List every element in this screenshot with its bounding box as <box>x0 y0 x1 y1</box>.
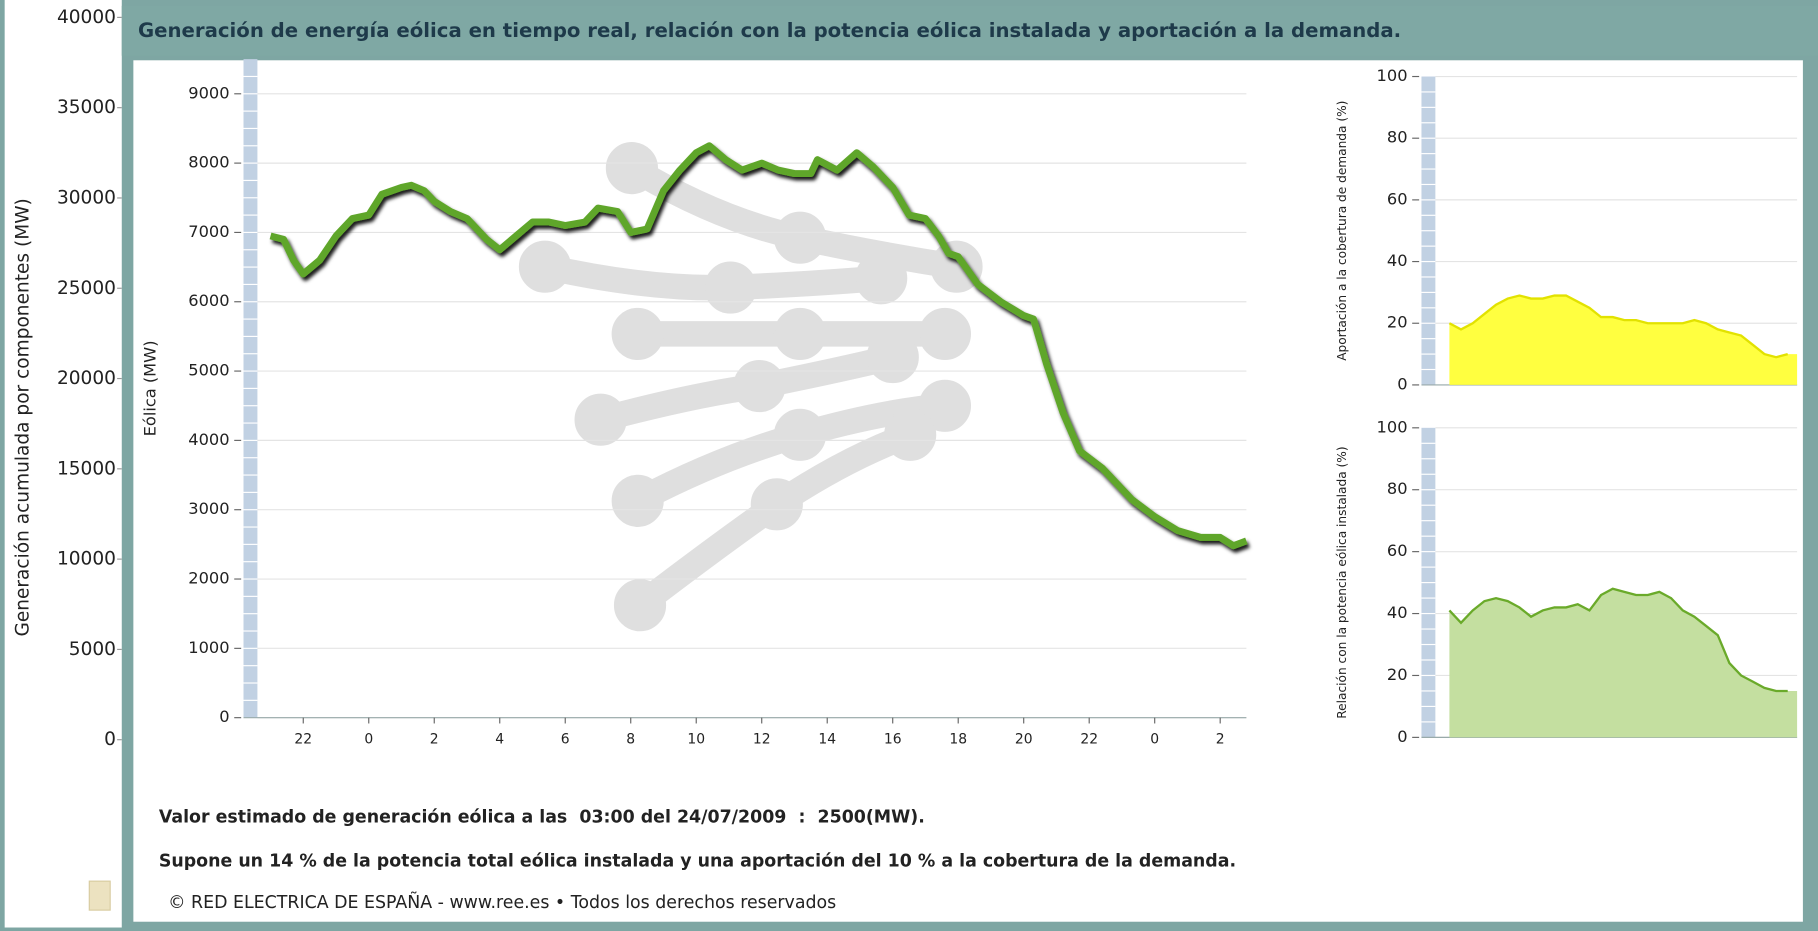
y-tick-label: 10000 <box>57 549 116 570</box>
y-tick-label: 20 <box>1387 665 1408 684</box>
footer: © RED ELECTRICA DE ESPAÑA - www.ree.es •… <box>168 891 836 913</box>
x-tick-label: 0 <box>1150 732 1159 748</box>
x-tick-label: 4 <box>495 732 504 748</box>
x-tick-label: 14 <box>818 732 836 748</box>
y-tick-label: 4000 <box>188 430 229 449</box>
x-tick-label: 2 <box>430 732 439 748</box>
note: Valor estimado de generación eólica a la… <box>159 807 925 827</box>
y-axis-label: Aportación a la cobertura de demanda (%) <box>1335 101 1349 361</box>
x-tick-label: 6 <box>561 732 570 748</box>
y-tick-label: 100 <box>1377 66 1408 85</box>
y-tick-label: 25000 <box>57 278 116 299</box>
y-axis-label: Eólica (MW) <box>140 340 159 436</box>
y-tick-label: 5000 <box>69 639 116 660</box>
page-title: Generación de energía eólica en tiempo r… <box>138 19 1401 42</box>
y-tick-label: 30000 <box>57 187 116 208</box>
legend-swatch <box>88 880 111 911</box>
y-tick-label: 6000 <box>188 291 229 310</box>
x-tick-label: 22 <box>1080 732 1098 748</box>
y-tick-label: 100 <box>1377 417 1408 436</box>
y-axis-label: Relación con la potencia eólica instalad… <box>1335 446 1349 718</box>
watermark-logo <box>518 142 983 632</box>
y-tick-label: 7000 <box>188 222 229 241</box>
y-tick-label: 9000 <box>188 83 229 102</box>
y-tick-label: 8000 <box>188 153 229 172</box>
y-tick-label: 2000 <box>188 569 229 588</box>
y-tick-label: 0 <box>219 707 229 726</box>
y-tick-label: 1000 <box>188 638 229 657</box>
area-outline <box>1448 294 1789 359</box>
y-tick-label: 3000 <box>188 499 229 518</box>
y-tick-label: 80 <box>1387 479 1408 498</box>
main-panel <box>133 60 1803 922</box>
y-tick-label: 60 <box>1387 541 1408 560</box>
y-tick-label: 60 <box>1387 189 1408 208</box>
x-tick-label: 8 <box>626 732 635 748</box>
x-tick-label: 2 <box>1216 732 1225 748</box>
y-tick-label: 20 <box>1387 313 1408 332</box>
y-tick-label: 80 <box>1387 128 1408 147</box>
y-tick-label: 0 <box>1397 374 1407 393</box>
left-axis-label: Generación acumulada por componentes (MW… <box>13 198 34 636</box>
left-panel <box>4 0 122 928</box>
y-tick-label: 20000 <box>57 368 116 389</box>
title-bar <box>121 5 1818 56</box>
y-tick-label: 40000 <box>57 7 116 28</box>
note: Supone un 14 % de la potencia total eóli… <box>159 851 1236 871</box>
y-tick-label: 0 <box>104 729 116 750</box>
x-tick-label: 18 <box>949 732 967 748</box>
area-series <box>1449 295 1798 385</box>
x-tick-label: 10 <box>687 732 705 748</box>
area-series <box>1449 588 1798 738</box>
area-outline <box>1448 587 1788 693</box>
x-tick-label: 16 <box>884 732 902 748</box>
y-tick-label: 0 <box>1397 727 1407 746</box>
y-tick-label: 35000 <box>57 97 116 118</box>
line-series <box>269 142 1248 550</box>
y-tick-label: 15000 <box>57 458 116 479</box>
x-tick-label: 22 <box>294 732 312 748</box>
y-tick-label: 40 <box>1387 251 1408 270</box>
x-tick-label: 0 <box>364 732 373 748</box>
y-tick-label: 5000 <box>188 361 229 380</box>
x-tick-label: 20 <box>1015 732 1033 748</box>
x-tick-label: 12 <box>753 732 771 748</box>
y-tick-label: 40 <box>1387 603 1408 622</box>
